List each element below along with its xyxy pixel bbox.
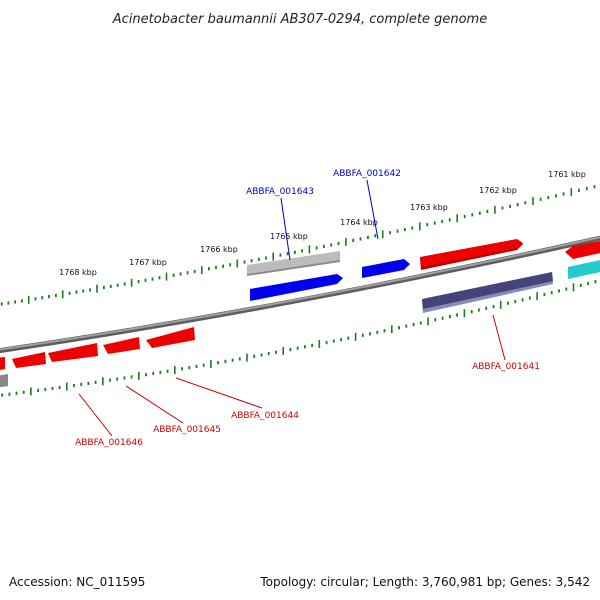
scale-labels: 1768 kbp 1767 kbp 1766 kbp 1765 kbp 1764… [59, 170, 586, 277]
leader-001645 [125, 385, 184, 424]
gene-red-left-1[interactable] [12, 352, 46, 368]
scale-label-1767: 1767 kbp [129, 258, 167, 267]
scale-label-1762: 1762 kbp [479, 186, 517, 195]
label-abbfa-001644[interactable]: ABBFA_001644 [231, 411, 299, 421]
label-abbfa-001642[interactable]: ABBFA_001642 [333, 169, 401, 179]
scale-label-1761: 1761 kbp [548, 170, 586, 179]
backbone-outline [0, 235, 600, 354]
label-abbfa-001643[interactable]: ABBFA_001643 [246, 187, 314, 197]
map-title: Acinetobacter baumannii AB307-0294, comp… [112, 12, 487, 27]
topology-summary: Topology: circular; Length: 3,760,981 bp… [259, 575, 590, 589]
leader-001643 [280, 197, 291, 261]
gene-grey-left-edge[interactable] [0, 374, 8, 388]
scale-label-1763: 1763 kbp [410, 203, 448, 212]
forward-strand-genes [247, 239, 600, 279]
gene-abbfa-001646[interactable] [48, 343, 98, 362]
gene-abbfa-001643[interactable] [250, 274, 343, 301]
leader-001641 [492, 314, 506, 361]
scale-label-1768: 1768 kbp [59, 268, 97, 277]
gene-red-edge[interactable] [565, 240, 600, 259]
gene-cyan-edge[interactable] [568, 259, 600, 279]
leader-001646 [78, 393, 113, 437]
gene-abbfa-001645[interactable] [103, 337, 140, 354]
gene-abbfa-001642[interactable] [362, 259, 410, 278]
gene-abbfa-001641[interactable] [422, 272, 553, 309]
gene-grey[interactable] [247, 251, 340, 274]
backbone-highlight [0, 236, 600, 351]
gene-labels: ABBFA_001643 ABBFA_001642 ABBFA_001641 A… [75, 169, 540, 448]
outer-scale-track [0, 185, 596, 306]
label-abbfa-001646[interactable]: ABBFA_001646 [75, 438, 143, 448]
leader-001644 [175, 377, 263, 409]
scale-label-1765: 1765 kbp [270, 232, 308, 241]
accession-text: Accession: NC_011595 [9, 575, 145, 589]
label-abbfa-001641[interactable]: ABBFA_001641 [472, 362, 540, 372]
label-abbfa-001645[interactable]: ABBFA_001645 [153, 425, 221, 435]
leader-001642 [366, 179, 379, 240]
reverse-strand-genes [0, 272, 553, 388]
label-leaders [78, 179, 506, 437]
inner-scale-track [1, 280, 597, 397]
gene-abbfa-001644[interactable] [146, 327, 195, 348]
gene-red-left-edge[interactable] [0, 357, 5, 371]
scale-label-1766: 1766 kbp [200, 245, 238, 254]
gene-red-right[interactable] [420, 239, 523, 267]
genome-backbone [0, 235, 600, 354]
scale-label-1764: 1764 kbp [340, 218, 378, 227]
